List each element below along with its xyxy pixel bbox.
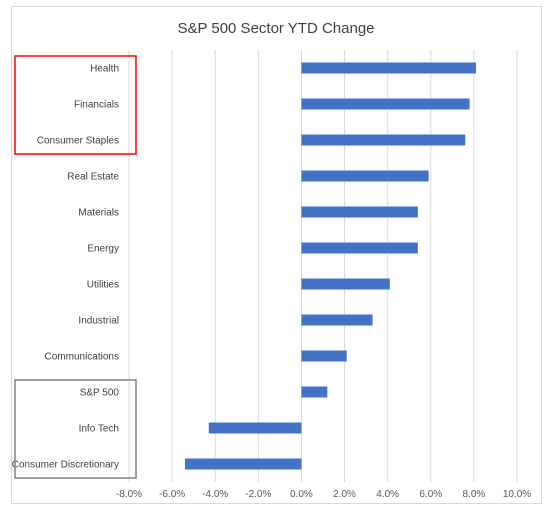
bar — [301, 242, 418, 254]
x-tick-label: -6.0% — [159, 489, 185, 500]
x-tick-label: -4.0% — [202, 489, 228, 500]
bar — [301, 350, 347, 362]
category-label: Consumer Staples — [37, 136, 119, 147]
bar — [301, 206, 418, 218]
x-tick-label: 6.0% — [419, 489, 442, 500]
category-label: Real Estate — [67, 172, 119, 183]
bar — [301, 62, 477, 74]
bars — [185, 62, 477, 470]
highlight-box — [14, 379, 137, 479]
bar — [208, 422, 302, 434]
bar — [301, 314, 373, 326]
category-label: Health — [90, 64, 119, 75]
category-label: Materials — [78, 208, 119, 219]
chart-area — [11, 6, 542, 504]
category-label: Utilities — [87, 280, 119, 291]
category-labels: Health Financials Consumer Staples Real Est… — [12, 64, 120, 471]
x-tick-label: 4.0% — [376, 489, 399, 500]
x-tick-label: 8.0% — [462, 489, 485, 500]
bar — [185, 458, 302, 470]
category-label: Info Tech — [79, 424, 119, 435]
category-label: Communications — [45, 352, 119, 363]
x-tick-label: 10.0% — [503, 489, 531, 500]
bar — [301, 134, 466, 146]
x-tick-label: -8.0% — [116, 489, 142, 500]
x-tick-labels: -8.0% -6.0% -4.0% -2.0% 0.0% 2.0% 4.0% 6.0% 8.0%… — [116, 489, 531, 500]
gridlines — [128, 50, 518, 482]
bar — [301, 98, 470, 110]
bar — [301, 278, 390, 290]
x-tick-label: 2.0% — [333, 489, 356, 500]
category-label: Consumer Discretionary — [12, 460, 119, 471]
highlight-box — [14, 55, 137, 155]
category-label: Energy — [87, 244, 119, 255]
x-tick-label: 0.0% — [290, 489, 313, 500]
chart-title: S&P 500 Sector YTD Change — [177, 20, 374, 37]
category-label: Financials — [74, 100, 119, 111]
bar — [301, 386, 328, 398]
x-tick-label: -2.0% — [245, 489, 271, 500]
category-label: Industrial — [78, 316, 119, 327]
bar — [301, 170, 429, 182]
highlight-boxes — [14, 55, 137, 479]
category-label: S&P 500 — [80, 388, 120, 399]
